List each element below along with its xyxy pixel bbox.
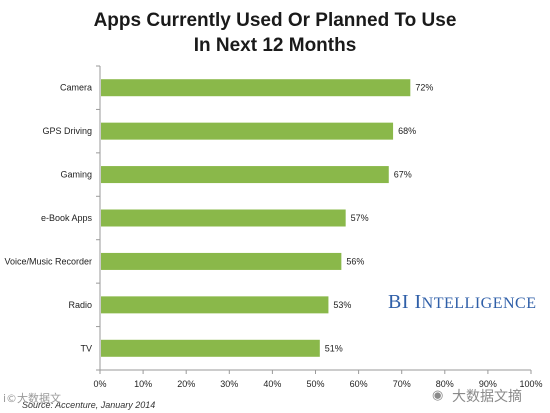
bar	[101, 339, 320, 357]
x-tick-label: 30%	[220, 379, 238, 389]
data-label: 57%	[351, 213, 369, 223]
chart-title: Apps Currently Used Or Planned To Use	[93, 10, 457, 31]
data-label: 68%	[398, 126, 416, 136]
bar	[101, 166, 389, 184]
bar	[101, 296, 329, 314]
category-label: GPS Driving	[42, 126, 92, 136]
data-label: 53%	[333, 300, 351, 310]
x-tick-label: 10%	[134, 379, 152, 389]
source-note: Source: Accenture, January 2014	[22, 400, 156, 410]
bar	[101, 122, 394, 140]
category-label: Camera	[60, 83, 92, 93]
watermark-left: i©大数据文	[3, 392, 62, 405]
data-label: 56%	[346, 256, 364, 266]
x-tick-label: 90%	[479, 379, 497, 389]
bar	[101, 252, 342, 270]
category-label: Voice/Music Recorder	[4, 256, 92, 266]
x-tick-label: 70%	[393, 379, 411, 389]
chart-subtitle: In Next 12 Months	[193, 35, 357, 56]
data-label: 67%	[394, 170, 412, 180]
x-tick-label: 100%	[519, 379, 542, 389]
category-label: Radio	[68, 300, 92, 310]
bi-intelligence-logo: BI INTELLIGENCE	[388, 291, 537, 313]
x-tick-label: 40%	[263, 379, 281, 389]
category-label: TV	[80, 343, 92, 353]
data-label: 72%	[415, 83, 433, 93]
watermark-right: 大数据文摘	[452, 389, 522, 405]
wechat-icon: ◉	[432, 387, 444, 402]
data-label: 51%	[325, 343, 343, 353]
x-tick-label: 0%	[93, 379, 106, 389]
x-tick-label: 80%	[436, 379, 454, 389]
bar	[101, 79, 411, 97]
x-tick-label: 20%	[177, 379, 195, 389]
category-label: e-Book Apps	[41, 213, 93, 223]
category-label: Gaming	[60, 170, 92, 180]
x-tick-label: 60%	[350, 379, 368, 389]
x-tick-label: 50%	[306, 379, 324, 389]
bar	[101, 209, 346, 227]
